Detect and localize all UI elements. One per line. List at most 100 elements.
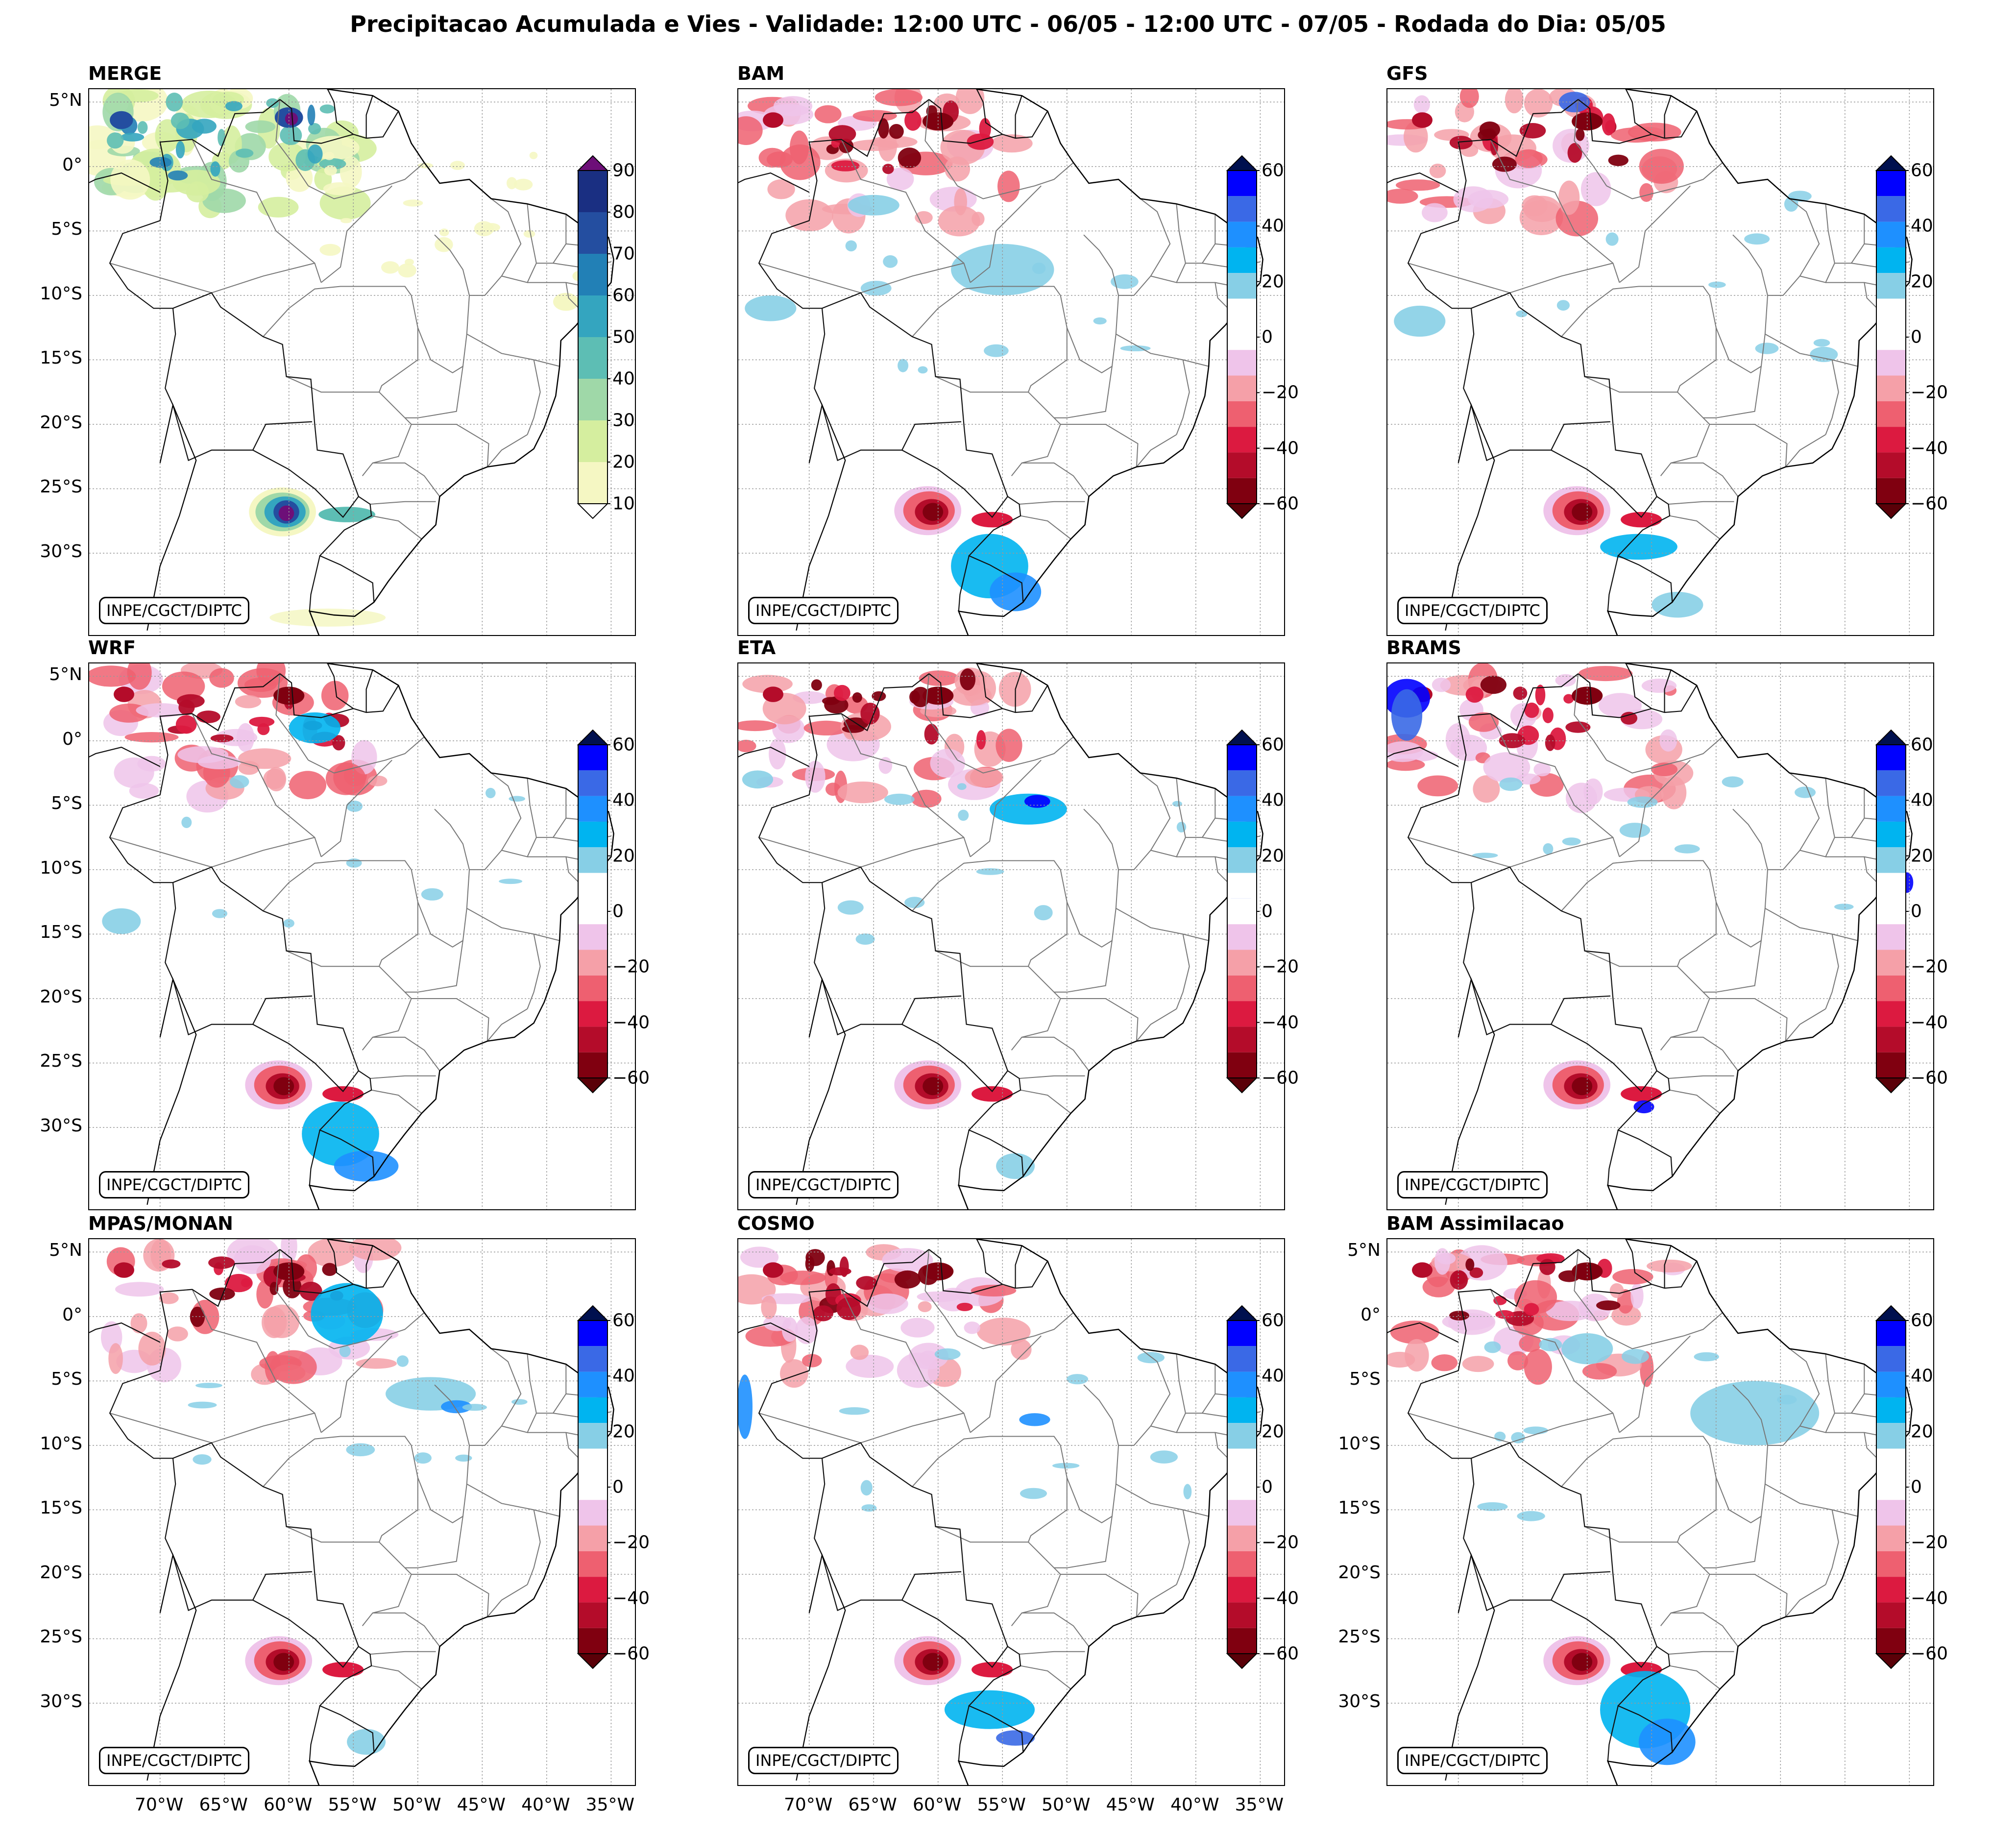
field-cell	[1513, 686, 1528, 700]
field-cell	[1612, 1269, 1653, 1285]
colorbar-tick-label: −60	[1911, 493, 1948, 514]
field-cell	[414, 1452, 432, 1464]
field-cell	[855, 933, 875, 945]
colorbar-extend-max	[1226, 1305, 1258, 1321]
colorbar-tick-label: 40	[1262, 1366, 1284, 1386]
colorbar-bin	[578, 171, 607, 212]
colorbar-tick-label: 20	[1262, 1421, 1284, 1442]
coastline	[957, 663, 1263, 1209]
state-border	[1709, 998, 1788, 1041]
field-cell	[867, 1293, 908, 1314]
state-border	[1185, 1364, 1216, 1414]
andes-border	[1445, 1553, 1495, 1781]
country-border	[165, 308, 176, 405]
state-border	[860, 263, 964, 293]
field-cell	[1468, 190, 1509, 209]
map-panel-merge: MERGE INPE/CGCT/DIPTC 5°N 0° 5°S 10°S 15°S 20°S…	[15, 63, 740, 636]
field-cell	[1605, 232, 1619, 246]
field-cell	[269, 609, 386, 627]
state-border	[192, 1289, 322, 1433]
panel-title: BAM	[737, 63, 785, 84]
state-border	[1490, 139, 1620, 283]
colorbar-bin	[1876, 1320, 1906, 1346]
country-border	[1463, 308, 1475, 405]
state-border	[487, 1008, 528, 1042]
field-cell	[127, 663, 152, 690]
field-cell	[1621, 1086, 1662, 1102]
state-border	[1118, 198, 1171, 296]
field-cell	[339, 1345, 351, 1357]
state-border	[1509, 1413, 1613, 1443]
state-border	[417, 234, 470, 373]
country-border	[1607, 1130, 1619, 1186]
graticule	[738, 89, 1284, 635]
field-cell	[1067, 1374, 1089, 1385]
field-cell	[1674, 844, 1700, 854]
field-cell	[1515, 149, 1543, 168]
country-border	[1551, 1599, 1657, 1668]
state-border	[308, 736, 425, 774]
colorbar-tick-label: 0	[1262, 901, 1273, 922]
country-border	[109, 1249, 375, 1753]
state-border	[308, 1312, 425, 1349]
field-cell	[967, 133, 994, 150]
map-frame: INPE/CGCT/DIPTC	[737, 1238, 1285, 1786]
state-border	[1676, 295, 1717, 392]
field-cell	[209, 1287, 235, 1300]
field-cell	[266, 98, 279, 108]
state-borders	[758, 99, 1261, 539]
state-border	[957, 736, 1074, 774]
country-border	[1664, 1245, 1672, 1288]
state-border	[1509, 837, 1613, 868]
field-cell	[322, 1086, 364, 1102]
state-border	[1606, 162, 1723, 199]
state-border	[211, 263, 315, 293]
field-cell	[1449, 1311, 1469, 1320]
state-border	[417, 808, 470, 948]
field-cell	[1437, 1252, 1456, 1265]
colorbar-extend-max	[1875, 1305, 1907, 1321]
field-cell	[1519, 123, 1546, 139]
state-border	[411, 1574, 489, 1617]
state-border	[924, 1249, 958, 1336]
country-borders	[1387, 1239, 1698, 1761]
field-cell	[861, 1504, 877, 1512]
colorbar-bin	[578, 212, 607, 254]
colorbar-tick-label: 30	[612, 410, 635, 431]
field-cell	[1413, 95, 1430, 114]
field-cell	[785, 199, 833, 232]
colorbar-tick-label: 60	[612, 285, 635, 306]
precip-field	[738, 1244, 1192, 1746]
field-cell	[1516, 310, 1528, 318]
credit-label: INPE/CGCT/DIPTC	[99, 1171, 249, 1198]
colorbar-tick-label: 60	[612, 734, 635, 755]
colorbar-bias: 60 40 20 0 −20 −40 −60	[1226, 155, 1311, 519]
country-border	[89, 1322, 161, 1343]
state-border	[1765, 1483, 1858, 1517]
colorbar-extend-min	[1226, 1653, 1258, 1669]
field-cell	[278, 505, 294, 521]
colorbar-tick-label: −20	[612, 1532, 650, 1553]
country-border	[901, 1024, 1008, 1093]
state-border	[1185, 788, 1216, 838]
colorbar-precip: 10 20 30 40 50 60 70 80 90	[577, 155, 661, 519]
lat-tick-label: 25°S	[40, 1051, 82, 1072]
country-border	[1664, 669, 1672, 712]
state-border	[109, 263, 212, 293]
colorbar-bin	[1227, 247, 1257, 273]
field-cell	[860, 703, 880, 725]
field-cell	[918, 366, 928, 374]
colorbar-tick-label: 0	[1262, 1477, 1273, 1497]
state-border	[970, 759, 1042, 857]
state-borders	[1408, 673, 1910, 1114]
field-cell	[834, 685, 850, 701]
credit-label: INPE/CGCT/DIPTC	[99, 597, 249, 624]
field-cell	[177, 694, 205, 708]
field-cell	[1522, 195, 1548, 217]
country-border	[976, 89, 1003, 135]
colorbar-bin	[578, 1346, 607, 1372]
country-border	[165, 1458, 176, 1555]
andes-border	[796, 1553, 846, 1781]
field-cell	[405, 259, 414, 266]
colorbar-bin	[1876, 401, 1906, 427]
